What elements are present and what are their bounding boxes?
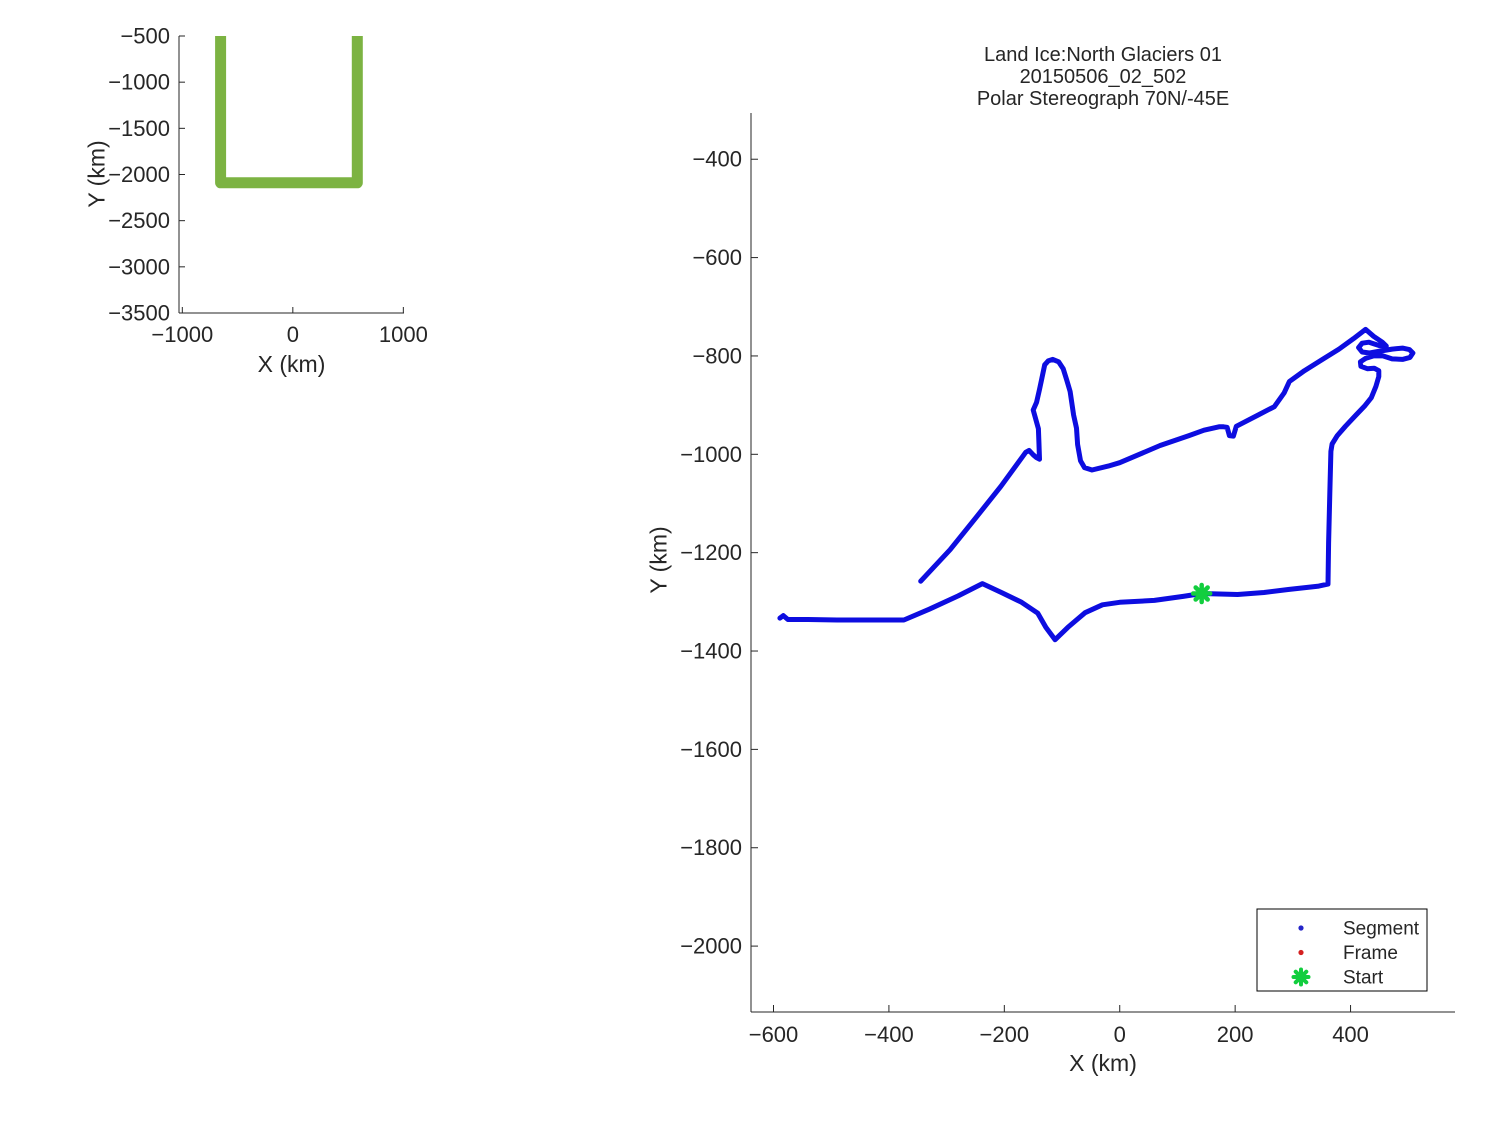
flight-track-plot: −600 −400 −200 0 200 400−400−600−800−1000−120… <box>680 113 1455 1047</box>
flight-title-line1: Land Ice:North Glaciers 01 <box>984 44 1222 66</box>
overview-xaxis-label: X (km) <box>257 351 326 377</box>
y-tick-label: −2500 <box>108 208 170 233</box>
y-tick-label: −2000 <box>108 162 170 187</box>
flight-track-tick-labels: −600 −400 −200 0 200 400−400−600−800−1000−120… <box>680 147 1369 1047</box>
y-tick-label: −3500 <box>108 301 170 326</box>
y-tick-label: −1800 <box>680 835 742 860</box>
x-tick-label: 1000 <box>379 322 428 347</box>
series-coverage-track <box>215 36 363 189</box>
start-marker <box>1190 582 1213 605</box>
y-tick-label: −1400 <box>680 639 742 664</box>
legend-marker-frame-dot-icon <box>1298 949 1304 956</box>
y-tick-label: −3000 <box>108 254 170 279</box>
x-tick-label: 0 <box>1114 1022 1126 1047</box>
flight-title-line3: Polar Stereograph 70N/-45E <box>976 88 1230 110</box>
y-tick-label: −1200 <box>680 540 742 565</box>
y-tick-label: −600 <box>692 245 742 270</box>
legend-label-segment: Segment <box>1343 919 1420 940</box>
legend: Segment Frame Start <box>1256 908 1428 992</box>
x-tick-label: 0 <box>287 322 299 347</box>
flight-track-axes <box>750 113 1455 1013</box>
flight-title-line2: 20150506_02_502 <box>1019 66 1187 88</box>
x-tick-label: −1000 <box>151 322 213 347</box>
coverage-overview-plot: −1000 0 1000 −500 −1000 −1500 −2000 −2500 −3000 −… <box>108 24 428 348</box>
legend-box <box>1256 908 1428 992</box>
x-tick-label: 200 <box>1217 1022 1254 1047</box>
y-tick-label: −1500 <box>108 116 170 141</box>
y-tick-label: −1600 <box>680 737 742 762</box>
y-tick-label: −1000 <box>108 70 170 95</box>
x-tick-label: −200 <box>980 1022 1030 1047</box>
x-tick-label: 400 <box>1332 1022 1369 1047</box>
flight-yaxis-label: Y (km) <box>645 526 672 594</box>
coverage-overview-axes <box>178 35 404 314</box>
x-tick-label: −400 <box>864 1022 914 1047</box>
legend-label-start: Start <box>1343 968 1384 989</box>
coverage-overview-tick-labels: −1000 0 1000 −500 −1000 −1500 −2000 −2500 −3000 −… <box>108 24 428 348</box>
flight-plot-title: Land Ice:North Glaciers 01 20150506_02_5… <box>751 44 1455 110</box>
legend-label-frame: Frame <box>1343 943 1398 964</box>
y-tick-label: −1000 <box>680 442 742 467</box>
x-tick-label: −600 <box>749 1022 799 1047</box>
series-segment <box>777 326 1416 643</box>
y-tick-label: −400 <box>692 147 742 172</box>
flight-xaxis-label: X (km) <box>1069 1050 1137 1076</box>
y-tick-label: −2000 <box>680 934 742 959</box>
y-tick-label: −500 <box>120 24 170 49</box>
legend-marker-segment-dot-icon <box>1298 925 1304 931</box>
overview-yaxis-label: Y (km) <box>83 140 110 208</box>
y-tick-label: −800 <box>692 343 742 368</box>
legend-marker-start-asterisk-icon <box>1291 967 1311 987</box>
